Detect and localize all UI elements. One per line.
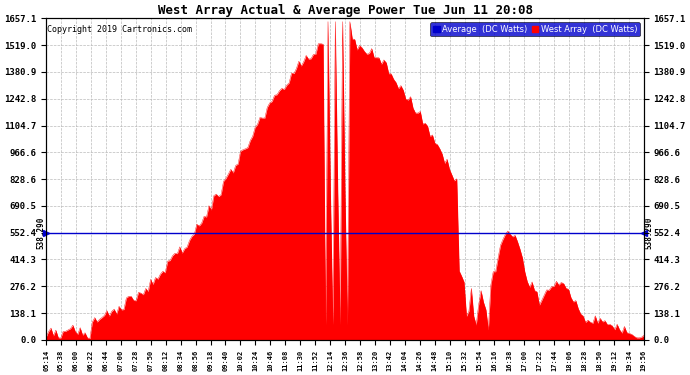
Legend: Average  (DC Watts), West Array  (DC Watts): Average (DC Watts), West Array (DC Watts…: [431, 22, 640, 36]
Text: 538.290: 538.290: [644, 216, 653, 249]
Text: Copyright 2019 Cartronics.com: Copyright 2019 Cartronics.com: [48, 25, 193, 34]
Text: 538.290: 538.290: [37, 216, 46, 249]
Title: West Array Actual & Average Power Tue Jun 11 20:08: West Array Actual & Average Power Tue Ju…: [157, 4, 533, 17]
